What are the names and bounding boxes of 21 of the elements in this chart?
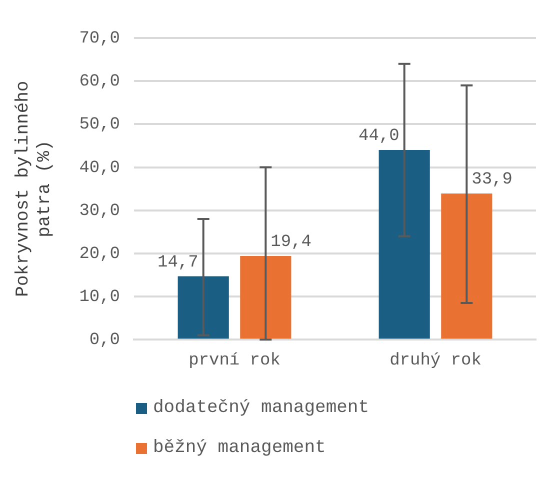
y-tick-label: 10,0 [79, 288, 120, 308]
data-label: 19,4 [270, 233, 312, 252]
x-tick-label: druhý rok [390, 351, 482, 370]
y-tick-label: 60,0 [79, 72, 120, 92]
y-tick-label: 70,0 [79, 30, 120, 48]
bar [240, 256, 292, 339]
y-tick-label: 20,0 [79, 244, 120, 264]
bar [378, 150, 430, 339]
y-tick-label: 50,0 [79, 116, 120, 135]
y-axis-title: Pokryvnost bylinného patra (%) [14, 80, 56, 297]
bar [441, 194, 492, 339]
bar [178, 276, 229, 339]
data-label: 14,7 [158, 253, 198, 272]
y-tick-label: 40,0 [79, 158, 120, 178]
legend-label: dodatečný management [153, 398, 370, 418]
x-tick-label: první rok [188, 351, 280, 370]
y-tick-label: 30,0 [79, 202, 120, 221]
y-tick-label: 0,0 [89, 331, 120, 350]
legend-label: běžný management [153, 438, 326, 458]
data-label: 44,0 [358, 127, 400, 146]
data-label: 33,9 [472, 170, 512, 190]
